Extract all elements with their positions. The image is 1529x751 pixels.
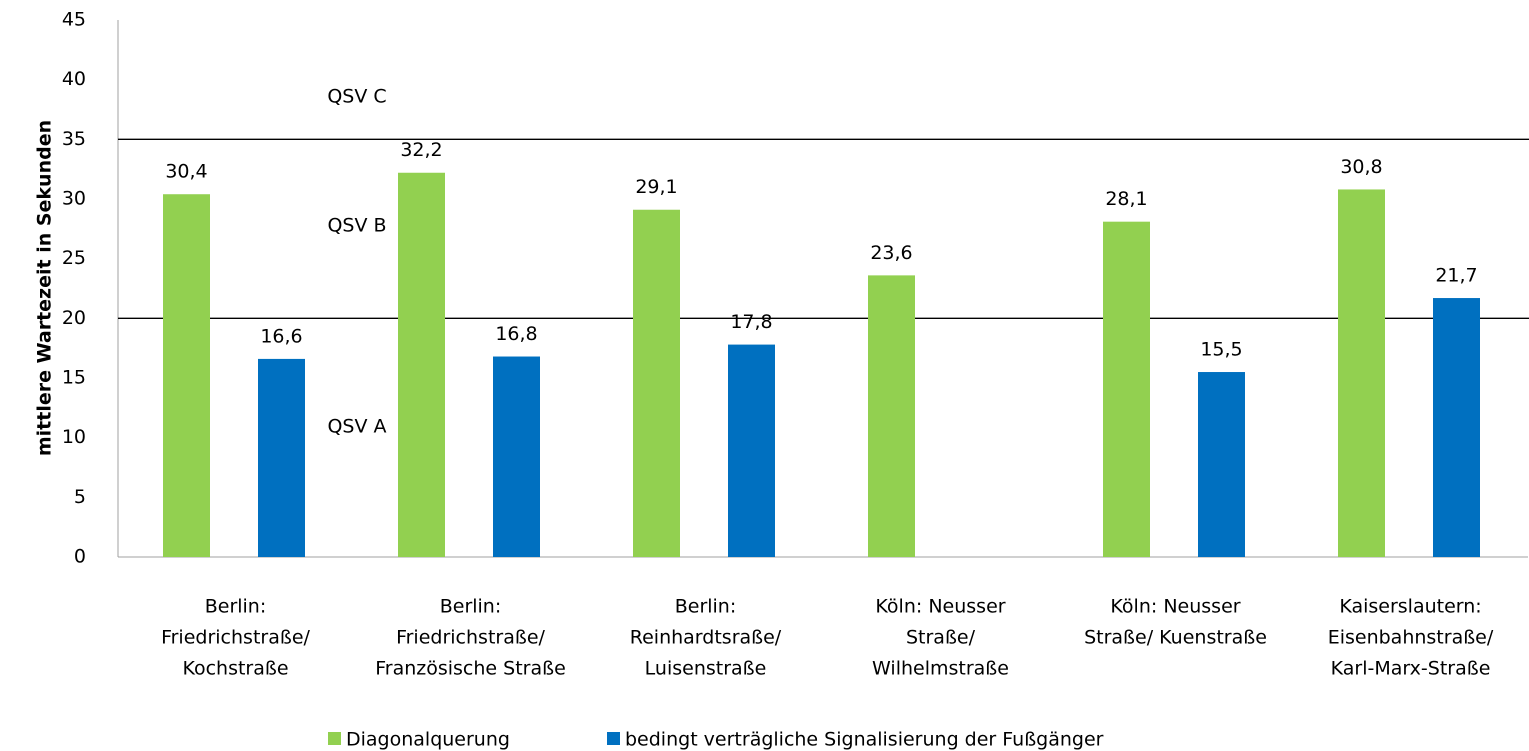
y-tick-label: 25 [62,247,86,269]
x-tick-label: Berlin: [675,596,737,618]
data-label: 28,1 [1105,188,1147,210]
annotation: QSV A [327,416,386,438]
x-tick-label: Französische Straße [375,658,566,680]
x-tick-label: Friedrichstraße/ [161,627,310,649]
bar [398,172,445,557]
x-tick-label: Straße/ Kuenstraße [1084,627,1267,649]
x-tick-label: Berlin: [205,596,267,618]
data-label: 23,6 [870,242,912,264]
y-tick-label: 40 [62,68,86,90]
bar [163,194,210,557]
data-label: 21,7 [1435,265,1477,287]
y-tick-label: 20 [62,307,86,329]
data-label: 32,2 [400,139,442,161]
bar [1433,298,1480,557]
y-tick-label: 15 [62,367,86,389]
annotation: QSV B [327,215,386,237]
x-tick-label: Reinhardtsraße/ [630,627,782,649]
data-label: 15,5 [1200,339,1242,361]
bar [1103,221,1150,557]
data-label: 16,8 [495,323,537,345]
bar [1338,189,1385,557]
data-label: 30,4 [165,161,207,183]
y-tick-label: 0 [74,546,86,568]
legend-label: bedingt verträgliche Signalisierung der … [625,729,1104,751]
x-tick-label: Karl-Marx-Straße [1331,658,1491,680]
bar [728,344,775,557]
annotation: QSV C [327,86,386,108]
x-tick-label: Köln: Neusser [875,596,1005,618]
data-label: 17,8 [730,311,772,333]
data-label: 29,1 [635,176,677,198]
data-label: 16,6 [260,325,302,347]
x-tick-label: Kaiserslautern: [1339,596,1481,618]
x-tick-label: Köln: Neusser [1110,596,1240,618]
y-tick-label: 5 [74,486,86,508]
x-tick-label: Straße/ [906,627,976,649]
y-tick-label: 45 [62,9,86,31]
bar [868,275,915,557]
legend-swatch [328,732,341,745]
bar [633,209,680,558]
x-tick-label: Luisenstraße [645,658,767,680]
x-tick-label: Berlin: [440,596,502,618]
legend-swatch [607,732,620,745]
bar [493,356,540,557]
bar [1198,372,1245,557]
legend-label: Diagonalquerung [346,729,510,751]
y-axis-label: mittlere Wartezeit in Sekunden [34,120,56,456]
x-tick-label: Kochstraße [182,658,288,680]
y-tick-label: 10 [62,426,86,448]
x-tick-label: Wilhelmstraße [872,658,1009,680]
data-label: 30,8 [1340,156,1382,178]
bar [258,358,305,557]
x-tick-label: Friedrichstraße/ [396,627,545,649]
y-tick-label: 30 [62,188,86,210]
y-tick-label: 35 [62,128,86,150]
x-tick-label: Eisenbahnstraße/ [1328,627,1494,649]
